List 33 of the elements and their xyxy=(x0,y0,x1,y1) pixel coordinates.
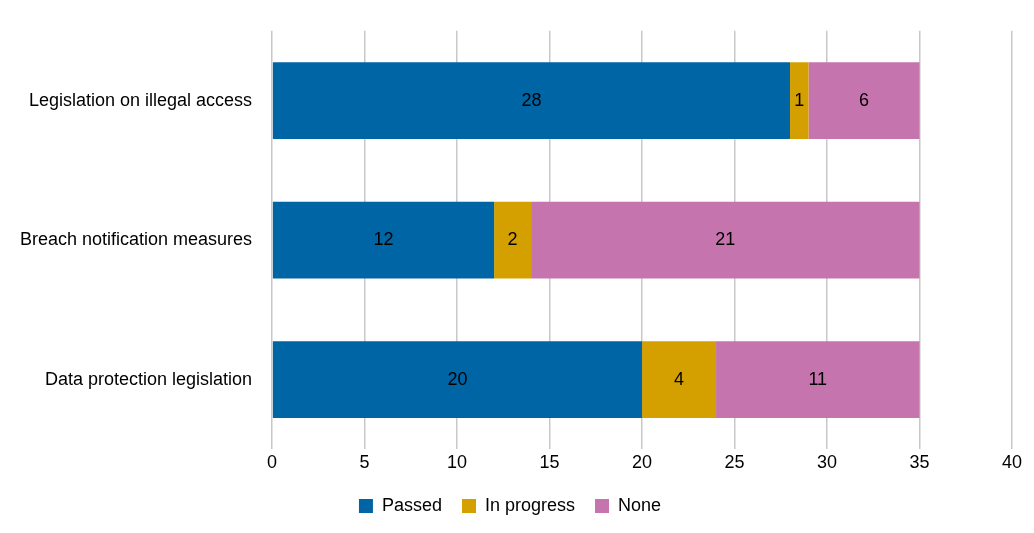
legend-label: In progress xyxy=(484,494,576,515)
x-tick-label: 5 xyxy=(359,452,370,473)
x-tick-label: 35 xyxy=(909,452,930,473)
bar xyxy=(808,62,920,139)
data-label: 28 xyxy=(521,89,542,110)
x-tick-label: 20 xyxy=(632,452,653,473)
x-tick-label: 25 xyxy=(724,452,745,473)
legend-label: None xyxy=(618,494,662,515)
data-label: 4 xyxy=(674,368,685,389)
data-label: 12 xyxy=(373,229,394,250)
bar xyxy=(531,201,920,279)
x-tick-label: 40 xyxy=(1001,452,1023,473)
bar xyxy=(716,341,920,419)
data-label: 21 xyxy=(715,229,736,250)
bar xyxy=(494,201,532,279)
data-label: 1 xyxy=(794,89,805,110)
x-tick-label: 15 xyxy=(539,452,560,473)
x-tick-label: 0 xyxy=(267,452,278,473)
bar xyxy=(642,341,717,419)
bar xyxy=(790,62,809,139)
data-label: 6 xyxy=(859,89,870,110)
bar xyxy=(272,201,495,279)
data-label: 11 xyxy=(808,368,828,389)
y-tick-label: Data protection legislation xyxy=(44,368,253,389)
data-label: 2 xyxy=(507,229,518,250)
x-tick-label: 30 xyxy=(817,452,838,473)
y-tick-label: Legislation on illegal access xyxy=(28,89,253,110)
y-tick-label: Breach notification measures xyxy=(19,229,253,250)
data-label: 20 xyxy=(447,368,468,389)
x-tick-label: 10 xyxy=(447,452,468,473)
bar xyxy=(272,341,643,419)
bar xyxy=(272,62,791,139)
legend-label: Passed xyxy=(381,494,442,515)
